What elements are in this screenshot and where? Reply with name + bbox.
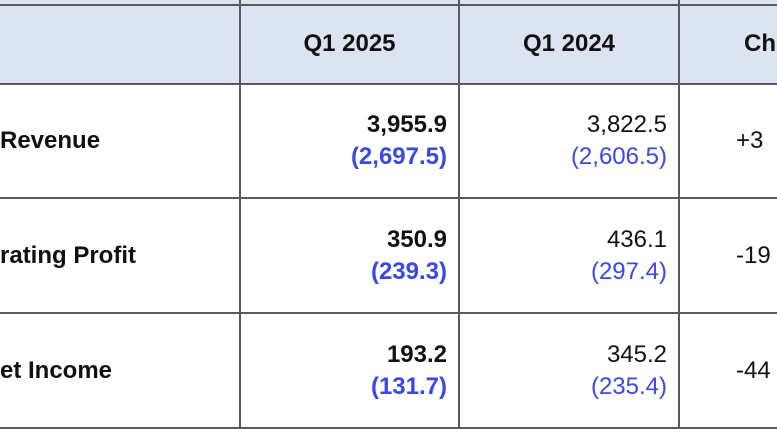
value-sub: (2,606.5) xyxy=(570,143,667,170)
value-sub: (297.4) xyxy=(590,258,667,285)
change: +3 xyxy=(736,127,764,154)
value: 345.2 xyxy=(606,341,667,368)
row-border xyxy=(0,427,777,429)
value: 3,955.9 xyxy=(366,111,447,138)
column-header: Ch xyxy=(744,30,776,57)
value-sub: (2,697.5) xyxy=(350,143,447,170)
column-border xyxy=(239,0,241,429)
change: -19 xyxy=(736,242,771,269)
column-border xyxy=(678,0,680,429)
column-header: Q1 2025 xyxy=(303,30,396,57)
row-border xyxy=(0,312,777,314)
row-border xyxy=(0,197,777,199)
value-sub: (239.3) xyxy=(370,258,447,285)
value: 3,822.5 xyxy=(586,111,667,138)
value-sub: (131.7) xyxy=(370,373,447,400)
row-label: et Income xyxy=(0,357,113,384)
value: 350.9 xyxy=(386,226,447,253)
row-label: rating Profit xyxy=(0,242,136,269)
row-label: Revenue xyxy=(0,127,101,154)
header-background xyxy=(0,0,777,84)
change: -44 xyxy=(736,357,771,384)
column-border xyxy=(458,0,460,429)
row-border xyxy=(0,83,777,85)
value: 193.2 xyxy=(386,341,447,368)
row-border xyxy=(0,4,777,6)
column-header: Q1 2024 xyxy=(522,30,616,57)
value-sub: (235.4) xyxy=(590,373,667,400)
value: 436.1 xyxy=(606,226,667,253)
